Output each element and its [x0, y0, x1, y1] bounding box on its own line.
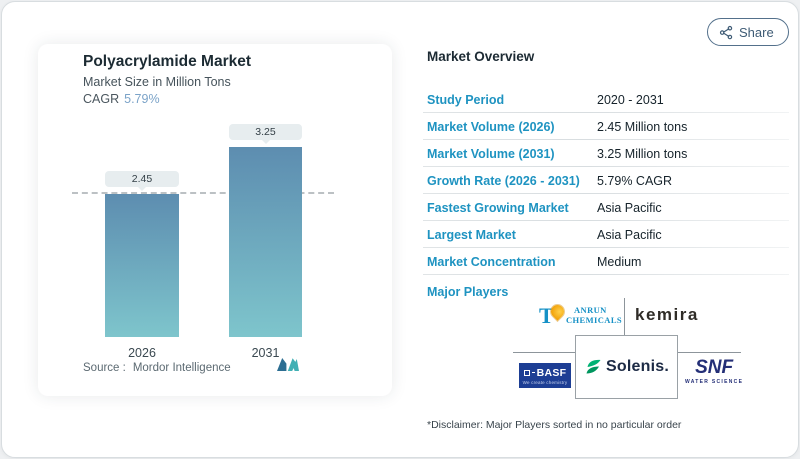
- snf-wordmark: SNF: [695, 357, 734, 378]
- basf-logo: BASF We create chemistry: [519, 363, 571, 388]
- row-label: Fastest Growing Market: [427, 200, 569, 215]
- solenis-wordmark: Solenis.: [606, 358, 669, 375]
- reference-dashed-line: [72, 192, 334, 194]
- table-row-market-volume-2031: Market Volume (2031) 3.25 Million tons: [423, 140, 789, 167]
- tianrun-wordmark: ANRUN CHEMICALS: [566, 305, 622, 325]
- table-row-market-concentration: Market Concentration Medium: [423, 248, 789, 275]
- market-chart-card: Polyacrylamide Market Market Size in Mil…: [38, 44, 392, 396]
- bar-2031: [229, 147, 302, 337]
- x-tick-2031: 2031: [251, 346, 280, 360]
- chart-title: Polyacrylamide Market: [83, 53, 252, 70]
- cagr-label: CAGR: [83, 92, 120, 106]
- bar-column-2026: 2.45 2026: [105, 127, 179, 360]
- kemira-logo: kemira: [635, 305, 699, 324]
- row-value: Asia Pacific: [597, 200, 662, 215]
- cagr-line: CAGR 5.79%: [83, 92, 160, 106]
- overview-table: Study Period 2020 - 2031 Market Volume (…: [423, 86, 789, 275]
- row-value: Asia Pacific: [597, 227, 662, 242]
- row-label: Market Volume (2026): [427, 119, 555, 134]
- tianrun-chemicals-logo: T ANRUN CHEMICALS: [539, 301, 627, 335]
- major-players-label: Major Players: [427, 285, 509, 299]
- logo-divider-left: [513, 352, 575, 353]
- basf-text: BASF: [536, 366, 567, 379]
- row-label: Study Period: [427, 92, 505, 107]
- tianrun-line2: CHEMICALS: [566, 315, 623, 325]
- row-value: 5.79% CAGR: [597, 173, 673, 188]
- snf-tagline: WATER SCIENCE: [685, 379, 744, 385]
- share-nodes-icon: [719, 25, 733, 39]
- row-label: Market Concentration: [427, 254, 556, 269]
- row-label: Largest Market: [427, 227, 516, 242]
- row-label: Growth Rate (2026 - 2031): [427, 173, 580, 188]
- row-value: 3.25 Million tons: [597, 146, 688, 161]
- basf-wordmark: BASF: [523, 366, 567, 379]
- table-row-largest-market: Largest Market Asia Pacific: [423, 221, 789, 248]
- basf-dash-icon: [531, 371, 535, 374]
- overview-title: Market Overview: [427, 49, 535, 64]
- share-button-label: Share: [739, 24, 774, 40]
- bar-2026: [105, 194, 179, 337]
- disclaimer-text: *Disclaimer: Major Players sorted in no …: [427, 419, 682, 431]
- tianrun-line1: ANRUN: [574, 305, 607, 315]
- table-row-study-period: Study Period 2020 - 2031: [423, 86, 789, 113]
- row-label: Market Volume (2031): [427, 146, 555, 161]
- table-row-market-volume-2026: Market Volume (2026) 2.45 Million tons: [423, 113, 789, 140]
- cagr-value: 5.79%: [124, 92, 160, 106]
- x-tick-2026: 2026: [128, 346, 156, 360]
- row-value: Medium: [597, 254, 642, 269]
- logo-divider-right: [678, 352, 741, 353]
- row-value: 2.45 Million tons: [597, 119, 688, 134]
- logo-divider-vertical: [624, 298, 625, 336]
- table-row-fastest-growing-market: Fastest Growing Market Asia Pacific: [423, 194, 789, 221]
- source-value: Mordor Intelligence: [132, 362, 231, 374]
- source-label: Source :: [83, 362, 126, 374]
- bar-value-label: 3.25: [229, 124, 302, 144]
- solenis-leaf-icon: [586, 359, 601, 373]
- table-row-growth-rate: Growth Rate (2026 - 2031) 5.79% CAGR: [423, 167, 789, 194]
- share-button[interactable]: Share: [707, 18, 789, 46]
- basf-square-icon: [523, 369, 530, 376]
- snf-logo: SNF WATER SCIENCE: [685, 358, 743, 385]
- basf-tagline: We create chemistry: [522, 379, 568, 385]
- solenis-logo: Solenis.: [575, 335, 678, 399]
- bar-column-2031: 3.25 2031: [229, 124, 302, 360]
- mordor-intelligence-logo-icon: [277, 358, 299, 371]
- source-line: Source : Mordor Intelligence: [83, 362, 231, 374]
- chart-subtitle: Market Size in Million Tons: [83, 75, 231, 89]
- row-value: 2020 - 2031: [597, 92, 664, 107]
- bar-value-label: 2.45: [105, 171, 179, 191]
